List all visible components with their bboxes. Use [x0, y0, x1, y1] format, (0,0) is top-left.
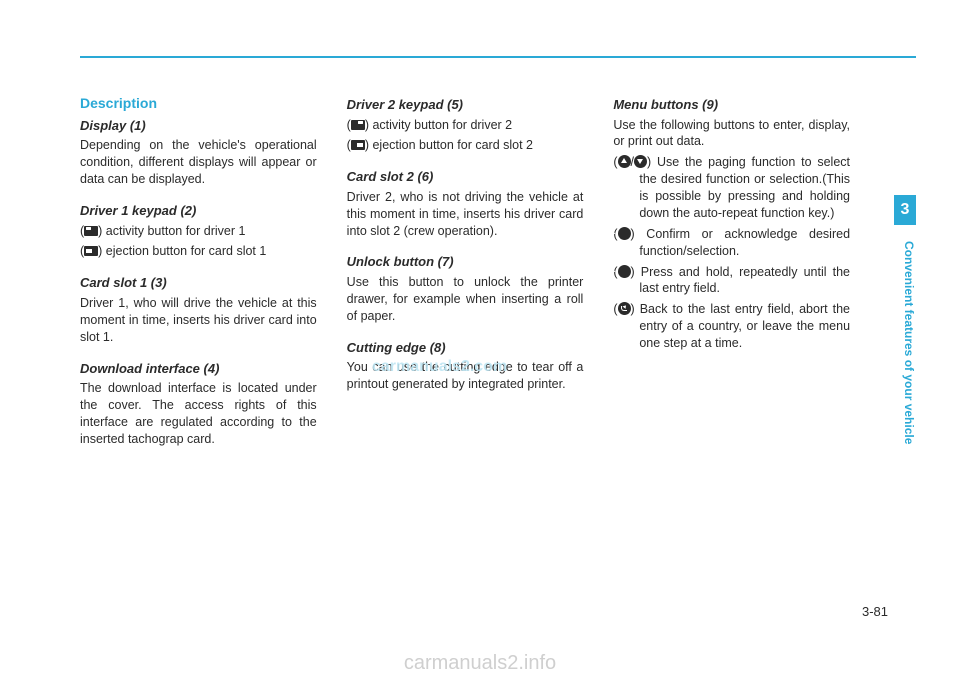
menu-item-back: () Back to the last entry field, abort t…: [613, 301, 850, 352]
heading-description: Description: [80, 94, 317, 113]
back-icon: [618, 302, 631, 315]
line-driver1-eject: () ejection button for card slot 1: [80, 243, 317, 260]
body-card-slot-1: Driver 1, who will drive the vehicle at …: [80, 295, 317, 346]
heading-card-slot-1: Card slot 1 (3): [80, 274, 317, 292]
column-3: Menu buttons (9) Use the following butto…: [613, 94, 850, 452]
arrow-down-icon: [634, 155, 647, 168]
body-unlock-button: Use this button to unlock the printer dr…: [347, 274, 584, 325]
ok-icon: [618, 227, 631, 240]
heading-card-slot-2: Card slot 2 (6): [347, 168, 584, 186]
text-driver2-eject: ) ejection button for card slot 2: [365, 138, 533, 152]
text-driver1-eject: ) ejection button for card slot 1: [98, 244, 266, 258]
text-driver2-activity: ) activity button for driver 2: [365, 118, 512, 132]
heading-menu-buttons: Menu buttons (9): [613, 96, 850, 114]
menu-item-hold: () Press and hold, repeatedly until the …: [613, 264, 850, 298]
menu-button-list: (/) Use the paging function to select th…: [613, 154, 850, 352]
body-card-slot-2: Driver 2, who is not driving the vehicle…: [347, 189, 584, 240]
line-driver2-activity: () activity button for driver 2: [347, 117, 584, 134]
text-driver1-activity: ) activity button for driver 1: [98, 224, 245, 238]
eject1-icon: [84, 246, 98, 256]
body-menu-intro: Use the following buttons to enter, disp…: [613, 117, 850, 151]
arrow-up-icon: [618, 155, 631, 168]
heading-driver2-keypad: Driver 2 keypad (5): [347, 96, 584, 114]
text-menu-confirm: ) Confirm or acknowledge desired functio…: [631, 227, 851, 258]
body-download-interface: The download interface is located under …: [80, 380, 317, 448]
page-number: 3-81: [862, 604, 888, 619]
chapter-number: 3: [901, 201, 910, 219]
card1-icon: [84, 226, 98, 236]
heading-driver1-keypad: Driver 1 keypad (2): [80, 202, 317, 220]
eject2-icon: [351, 140, 365, 150]
line-driver1-activity: () activity button for driver 1: [80, 223, 317, 240]
text-menu-paging: ) Use the paging function to select the …: [639, 155, 850, 220]
column-2: Driver 2 keypad (5) () activity button f…: [347, 94, 584, 452]
top-rule: [80, 56, 916, 58]
heading-display: Display (1): [80, 117, 317, 135]
heading-cutting-edge: Cutting edge (8): [347, 339, 584, 357]
text-menu-back: ) Back to the last entry field, abort th…: [631, 302, 851, 350]
ok-hold-icon: [618, 265, 631, 278]
chapter-tab: 3: [894, 195, 916, 225]
content-columns: Description Display (1) Depending on the…: [80, 94, 850, 452]
menu-item-paging: (/) Use the paging function to select th…: [613, 154, 850, 222]
heading-download-interface: Download interface (4): [80, 360, 317, 378]
column-1: Description Display (1) Depending on the…: [80, 94, 317, 452]
body-display: Depending on the vehicle's operational c…: [80, 137, 317, 188]
text-menu-hold: ) Press and hold, repeatedly until the l…: [631, 265, 851, 296]
line-driver2-eject: () ejection button for card slot 2: [347, 137, 584, 154]
chapter-label: Convenient features of your vehicle: [894, 235, 916, 515]
heading-unlock-button: Unlock button (7): [347, 253, 584, 271]
card2-icon: [351, 120, 365, 130]
menu-item-confirm: () Confirm or acknowledge desired functi…: [613, 226, 850, 260]
body-cutting-edge: You can use the cutting edge to tear off…: [347, 359, 584, 393]
manual-page: Description Display (1) Depending on the…: [0, 0, 960, 689]
footer-watermark: carmanuals2.info: [0, 652, 960, 675]
